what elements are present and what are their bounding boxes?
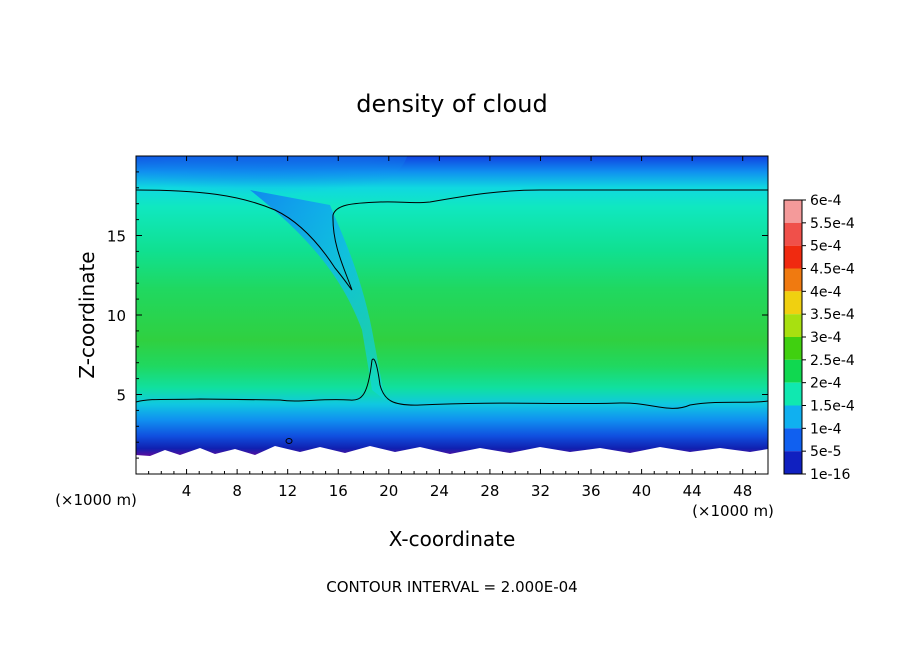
colorbar-label: 3e-4: [810, 330, 842, 346]
colorbar-swatch: [784, 268, 802, 292]
x-unit-right: (×1000 m): [692, 502, 774, 520]
colorbar-label: 4e-4: [810, 284, 842, 300]
colorbar-label: 2.5e-4: [810, 353, 855, 369]
contour-field: [136, 156, 768, 474]
colorbar-label: 5.5e-4: [810, 216, 855, 232]
colorbar-legend: 6e-4 5.5e-4 5e-4 4.5e-4 4e-4 3.5e-4 3e-4 2.5e-4…: [783, 193, 855, 483]
y-tick-label: 15: [107, 228, 126, 246]
colorbar-swatch: [784, 337, 802, 360]
colorbar-label: 3.5e-4: [810, 307, 855, 323]
x-tick-label: 44: [683, 482, 702, 500]
chart-title: density of cloud: [356, 90, 547, 118]
x-tick-label: 48: [733, 482, 752, 500]
colorbar-label: 1e-4: [810, 421, 842, 437]
colorbar-swatch: [784, 291, 802, 315]
x-tick-label: 32: [531, 482, 550, 500]
colorbar-label: 2e-4: [810, 376, 842, 392]
y-tick-label: 5: [116, 387, 126, 405]
colorbar-swatch: [784, 382, 802, 406]
colorbar-label: 5e-4: [810, 239, 842, 255]
colorbar-swatch: [784, 405, 802, 429]
colorbar-label: 1.5e-4: [810, 399, 855, 415]
colorbar-swatch: [784, 245, 802, 269]
colorbar-label: 4.5e-4: [810, 262, 855, 278]
colorbar-label: 1e-16: [810, 467, 850, 483]
x-tick-label: 24: [430, 482, 449, 500]
lower-contour-line: [136, 358, 768, 409]
colorbar-swatch: [784, 359, 802, 383]
downdraft-plume: [250, 190, 385, 400]
x-tick-label: 40: [632, 482, 651, 500]
x-axis-label: X-coordinate: [389, 527, 516, 551]
upper-contour-line: [136, 189, 768, 291]
small-contour-loop: [285, 438, 293, 444]
contour-interval-footer: CONTOUR INTERVAL = 2.000E-04: [326, 578, 577, 596]
x-tick-label: 20: [379, 482, 398, 500]
colorbar-swatch: [784, 451, 802, 474]
colorbar-swatch: [784, 200, 802, 223]
colorbar-label: 6e-4: [810, 193, 842, 209]
x-tick-label: 28: [480, 482, 499, 500]
x-tick-label: 36: [581, 482, 600, 500]
x-tick-label: 12: [278, 482, 297, 500]
x-tick-label: 4: [182, 482, 192, 500]
colorbar-swatch: [784, 428, 802, 452]
y-tick-label: 10: [107, 307, 126, 325]
field-background: [136, 156, 768, 474]
colorbar-label: 5e-5: [810, 444, 841, 460]
colorbar-frame: [783, 199, 803, 475]
x-axis: 4 8 12 16 20 24 28 32 36 40 44 48: [148, 156, 756, 500]
surface-white-gaps: [136, 446, 768, 474]
y-axis-label: Z-coordinate: [75, 251, 99, 378]
y-axis: 5 10 15: [107, 171, 768, 459]
colorbar-swatch: [784, 314, 802, 337]
colorbar-swatch: [784, 222, 802, 246]
x-tick-label: 16: [329, 482, 348, 500]
x-tick-label: 8: [232, 482, 242, 500]
x-unit-left: (×1000 m): [55, 491, 137, 509]
